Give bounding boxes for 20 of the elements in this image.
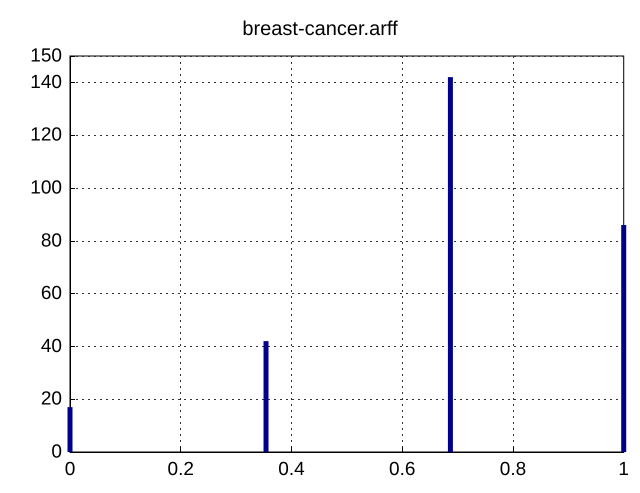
y-tick-label: 140 — [30, 72, 62, 93]
x-tick-label: 0.4 — [278, 459, 306, 480]
x-tick-label: 0.2 — [168, 459, 194, 480]
y-tick-label: 80 — [40, 230, 62, 252]
y-tick-label: 150 — [30, 46, 62, 66]
bar — [68, 407, 72, 452]
y-tick-label: 0 — [51, 442, 62, 462]
bar — [264, 341, 269, 452]
y-tick-label: 120 — [30, 124, 62, 146]
bar — [621, 224, 626, 452]
y-tick-label: 40 — [40, 336, 62, 357]
x-tick-label: 0.8 — [500, 459, 526, 480]
x-tick-label: 0.6 — [389, 459, 416, 480]
y-tick-label: 60 — [40, 283, 62, 304]
x-tick-label: 1 — [618, 459, 630, 480]
x-tick-label: 0 — [64, 459, 76, 480]
y-tick-label: 100 — [30, 178, 62, 198]
y-tick-label: 20 — [40, 388, 62, 410]
bar — [448, 77, 453, 452]
chart-title: breast-cancer.arff — [242, 18, 398, 40]
